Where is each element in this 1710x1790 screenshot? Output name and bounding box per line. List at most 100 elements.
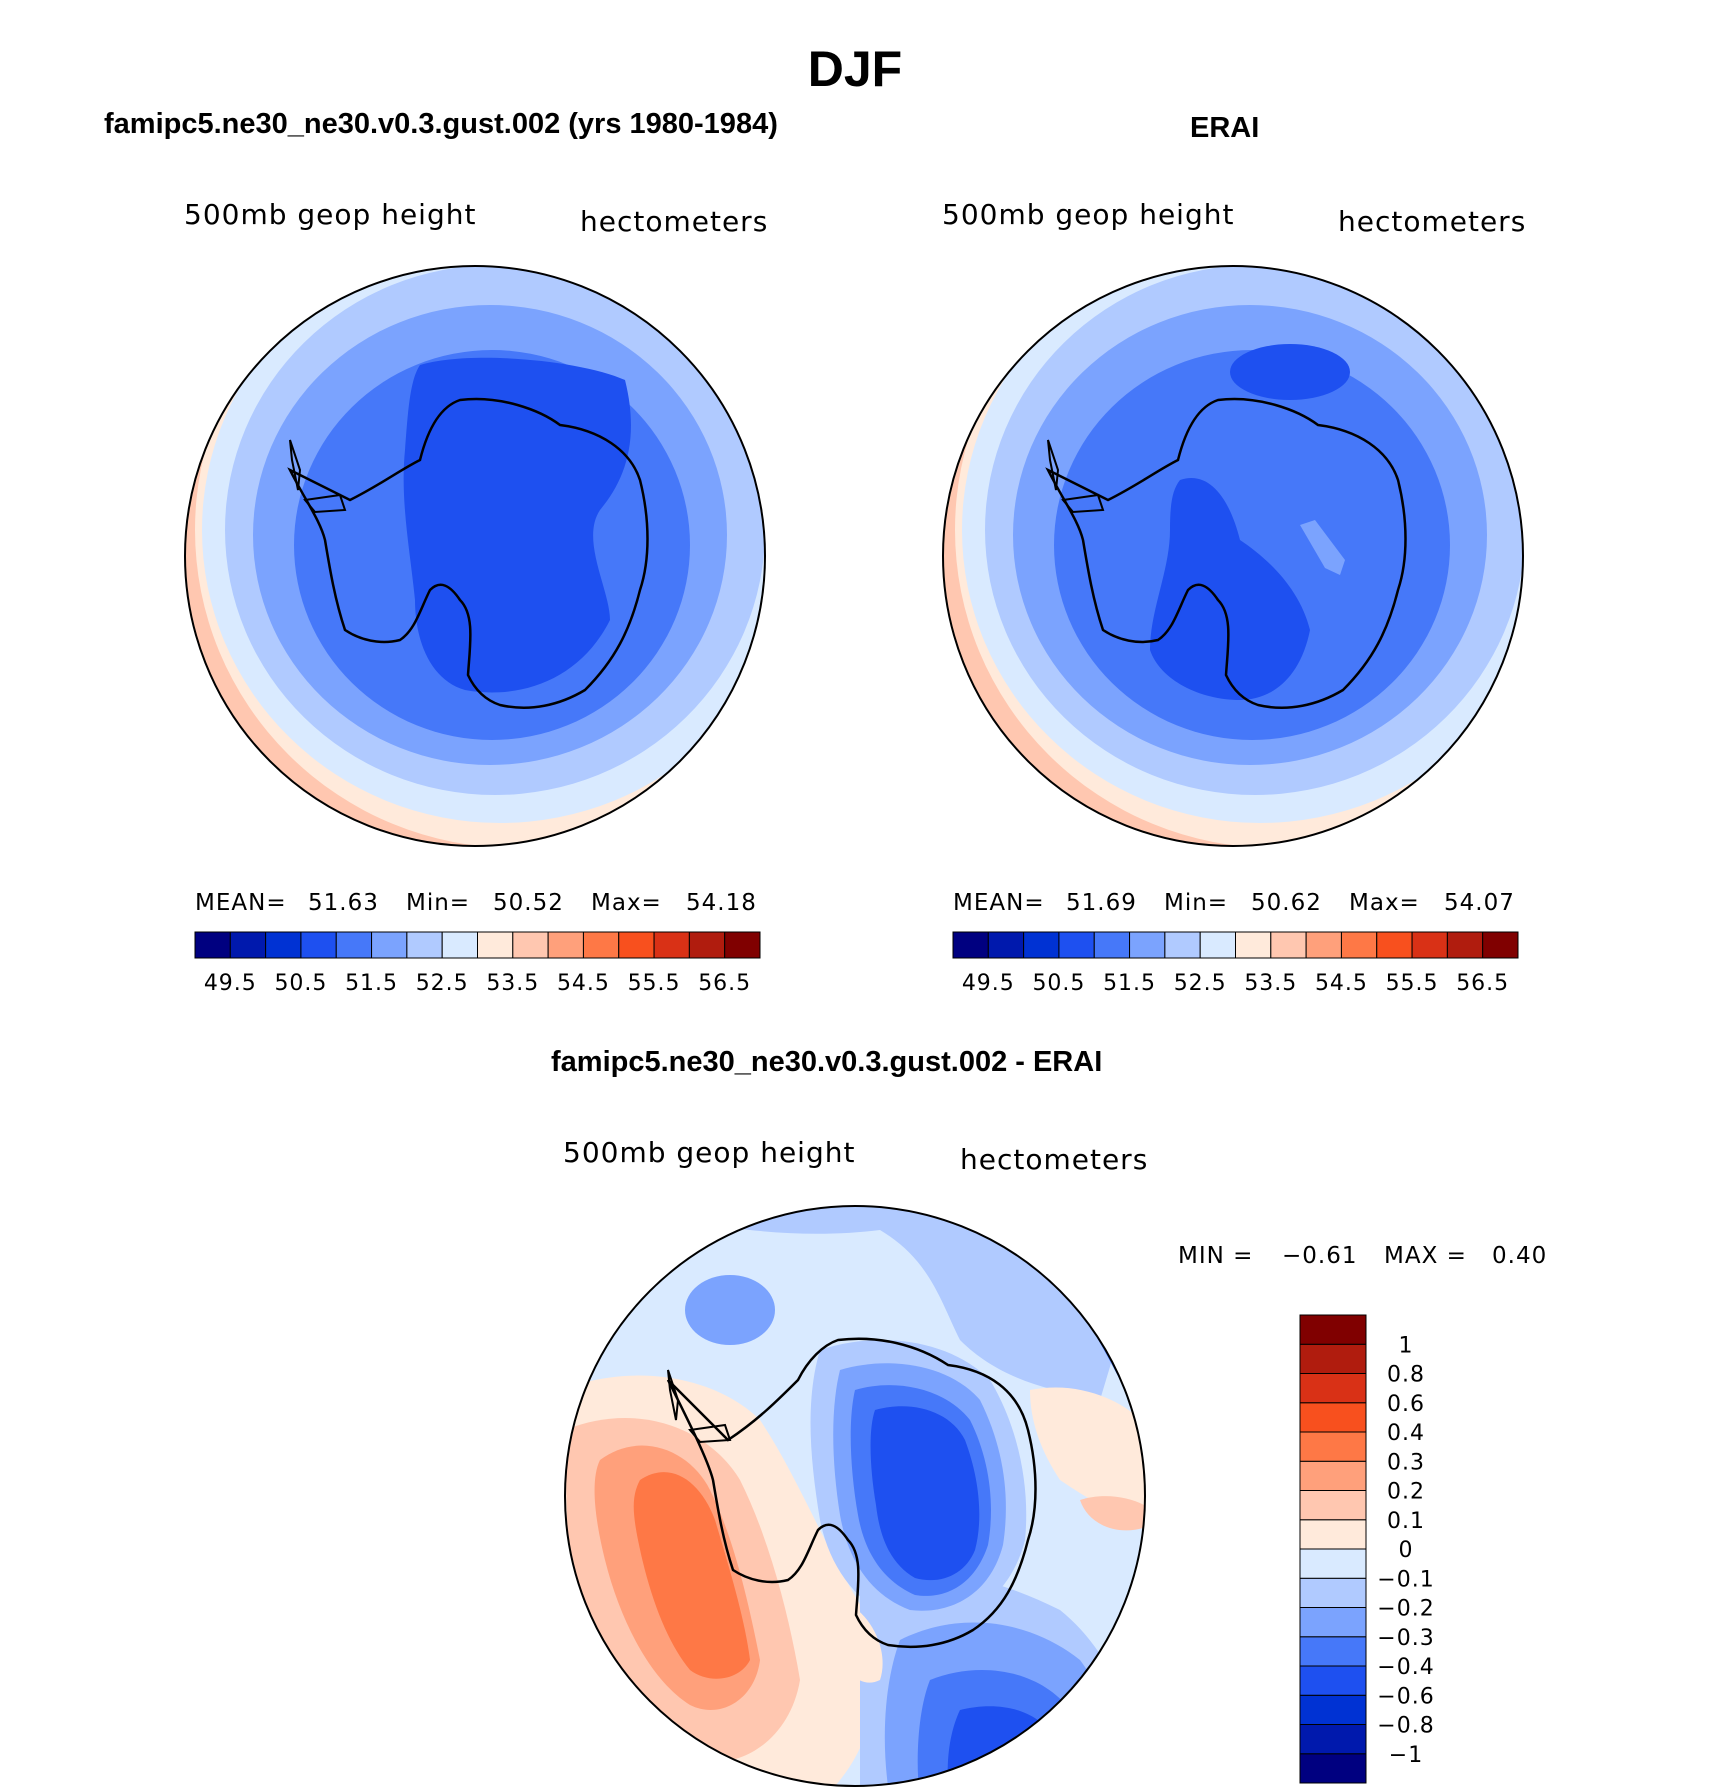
diff-colorbar-swatch-14: [1299, 1343, 1367, 1374]
model-peninsula-outline: [289, 439, 302, 491]
obs-colorbar-swatch-13: [1411, 931, 1448, 959]
model-ice-shelf-outline: [303, 493, 347, 514]
model-colorbar-swatch-2: [265, 931, 302, 959]
model-colorbar-tick-label: 55.5: [628, 971, 681, 996]
diff-colorbar-tick-label: 0: [1399, 1538, 1414, 1563]
obs-variable-label: 500mb geop height: [942, 198, 1235, 231]
diff-colorbar-swatch-0: [1299, 1753, 1367, 1784]
obs-colorbar-swatch-14: [1446, 931, 1484, 959]
diff-colorbar-tick-label: 0.1: [1387, 1509, 1425, 1534]
obs-colorbar-swatch-3: [1058, 931, 1095, 959]
obs-colorbar-tick-label: 53.5: [1244, 971, 1297, 996]
obs-colorbar-swatch-1: [987, 931, 1025, 959]
obs-colorbar-swatch-9: [1270, 931, 1307, 959]
model-max-value: 54.18: [686, 890, 757, 916]
diff-colorbar-swatch-15: [1299, 1314, 1367, 1345]
model-colorbar-swatch-11: [582, 931, 620, 959]
obs-mean-label: MEAN=: [953, 890, 1045, 916]
diff-colorbar-swatch-6: [1299, 1577, 1367, 1608]
diff-map-border: [564, 1205, 1146, 1787]
obs-colorbar-swatch-12: [1376, 931, 1413, 959]
obs-colorbar-tick-label: 55.5: [1386, 971, 1439, 996]
diff-colorbar-swatch-7: [1299, 1548, 1367, 1579]
diff-colorbar-swatch-8: [1299, 1519, 1367, 1550]
obs-map-border: [942, 265, 1524, 847]
obs-units-label: hectometers: [1338, 205, 1527, 238]
diff-colorbar-swatch-13: [1299, 1373, 1367, 1404]
diff-fill-center-06: [870, 1406, 980, 1581]
obs-max-value: 54.07: [1444, 890, 1515, 916]
diff-ice-shelf-outline: [688, 1423, 732, 1444]
model-colorbar-tick-label: 51.5: [345, 971, 398, 996]
obs-fill-51b-interior: [1300, 520, 1345, 575]
model-colorbar-tick-label: 52.5: [416, 971, 469, 996]
model-colorbar-swatch-5: [371, 931, 408, 959]
obs-colorbar-swatch-6: [1164, 931, 1201, 959]
model-colorbar-tick-label: 50.5: [274, 971, 327, 996]
obs-antarctica-coast: [1045, 397, 1407, 709]
diff-colorbar-swatch-11: [1299, 1431, 1367, 1462]
model-units-label: hectometers: [580, 205, 769, 238]
diff-fill-east-blob: [1080, 1496, 1145, 1531]
diff-fill-center-south-pos: [835, 1600, 883, 1683]
diff-colorbar-tick-label: −0.1: [1377, 1567, 1434, 1592]
model-colorbar-swatch-7: [441, 931, 478, 959]
model-map-border: [184, 265, 766, 847]
model-colorbar-tick-label: 49.5: [204, 971, 257, 996]
model-fill-50: [403, 357, 631, 693]
diff-peninsula-outline: [667, 1369, 680, 1421]
obs-colorbar-tick-label: 52.5: [1174, 971, 1227, 996]
model-colorbar-swatch-12: [618, 931, 655, 959]
model-colorbar-swatch-4: [335, 931, 373, 959]
obs-colorbar-tick-label: 49.5: [962, 971, 1015, 996]
obs-colorbar-tick-label: 50.5: [1032, 971, 1085, 996]
obs-colorbar-swatch-15: [1482, 931, 1519, 959]
diff-colorbar-swatch-5: [1299, 1607, 1367, 1638]
diff-colorbar-tick-label: −0.3: [1377, 1626, 1434, 1651]
model-max-label: Max=: [591, 890, 662, 916]
diff-colorbar-swatch-3: [1299, 1665, 1367, 1696]
diff-min-label: MIN =: [1178, 1243, 1254, 1269]
obs-ice-shelf-outline: [1061, 493, 1105, 514]
model-colorbar-swatch-0: [194, 931, 231, 959]
model-colorbar-tick-label: 53.5: [486, 971, 539, 996]
diff-variable-label: 500mb geop height: [563, 1136, 856, 1169]
diff-colorbar-swatch-12: [1299, 1402, 1367, 1433]
diff-antarctica-coast: [666, 1337, 1037, 1649]
diff-colorbar-tick-label: −0.4: [1377, 1655, 1434, 1680]
obs-min-label: Min=: [1164, 890, 1229, 916]
diff-colorbar-swatch-1: [1299, 1724, 1367, 1755]
obs-colorbar-swatch-7: [1199, 931, 1236, 959]
diff-colorbar-tick-label: 0.8: [1387, 1363, 1425, 1388]
obs-panel-title: ERAI: [1190, 112, 1260, 144]
diff-colorbar-swatch-9: [1299, 1490, 1367, 1521]
model-mean-value: 51.63: [308, 890, 379, 916]
obs-colorbar-tick-label: 54.5: [1315, 971, 1368, 996]
obs-colorbar-swatch-2: [1023, 931, 1060, 959]
diff-colorbar-tick-label: −0.8: [1377, 1714, 1434, 1739]
obs-colorbar-tick-label: 56.5: [1456, 971, 1509, 996]
obs-colorbar-swatch-10: [1305, 931, 1342, 959]
obs-colorbar: 49.5 50.5 51.5 52.5 53.5 54.5 55.5 56.5: [952, 931, 1519, 996]
diff-fill-east-positive: [1030, 1387, 1145, 1520]
model-colorbar-swatch-10: [547, 931, 584, 959]
diff-fill-north-blob: [685, 1275, 775, 1345]
diff-colorbar-tick-label: −0.2: [1377, 1597, 1434, 1622]
figure-title: DJF: [807, 41, 903, 97]
obs-mean-value: 51.69: [1066, 890, 1137, 916]
obs-colorbar-swatch-0: [952, 931, 989, 959]
obs-min-value: 50.62: [1251, 890, 1322, 916]
diff-min-value: −0.61: [1282, 1243, 1358, 1269]
model-panel-title: famipc5.ne30_ne30.v0.3.gust.002 (yrs 198…: [104, 108, 778, 140]
diff-colorbar-tick-label: 1: [1399, 1333, 1414, 1358]
model-colorbar-swatch-15: [724, 931, 761, 959]
model-colorbar-swatch-1: [229, 931, 267, 959]
model-colorbar-swatch-8: [477, 931, 514, 959]
model-min-value: 50.52: [493, 890, 564, 916]
diff-colorbar: 1 0.8 0.6 0.4 0.3 0.2 0.1 0 −0.1 −0.2 −0.3 −0.4 −0.6…: [1299, 1314, 1434, 1784]
obs-colorbar-tick-label: 51.5: [1103, 971, 1156, 996]
model-colorbar-swatch-3: [300, 931, 337, 959]
diff-units-label: hectometers: [960, 1143, 1149, 1176]
obs-colorbar-swatch-4: [1093, 931, 1131, 959]
obs-polar-map: [942, 265, 1524, 847]
